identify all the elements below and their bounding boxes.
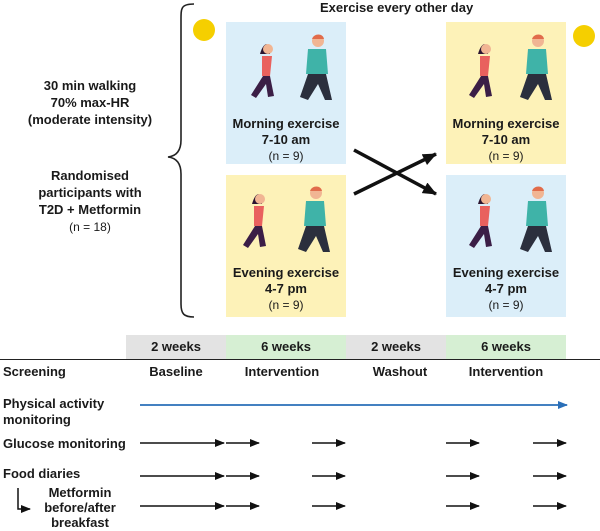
period2-morning-time: 7-10 am [481,132,531,147]
period1-morning-time: 7-10 am [261,132,311,147]
walking-woman-icon [251,44,274,98]
walking-man-icon [300,34,332,100]
protocol-line-3: (moderate intensity) [27,112,153,127]
phase-screening: Screening [3,364,66,379]
measure-physical-activity-line-1: Physical activity [3,396,105,411]
segment-baseline-duration: 2 weeks [126,335,226,359]
sun-icon [573,25,595,47]
period1-evening-title: Evening exercise [232,265,340,280]
crossover-arrow-down [353,148,437,196]
period2-morning-title: Morning exercise [452,116,560,131]
segment-intervention2-duration: 6 weeks [446,335,566,359]
moon-icon [571,175,583,199]
participants-line-2: participants with [38,185,142,200]
walking-woman-icon [469,44,492,98]
participants-n: (n = 18) [69,220,111,234]
period1-morning-title: Morning exercise [232,116,340,131]
segment-intervention1-duration: 6 weeks [226,335,346,359]
protocol-line-1: 30 min walking [43,78,137,93]
phase-intervention-2: Intervention [468,364,544,379]
period1-morning-n: (n = 9) [268,149,304,163]
phase-washout: Washout [372,364,428,379]
period2-evening-n: (n = 9) [488,298,524,312]
participants-line-3: T2D + Metformin [38,202,142,217]
walking-man-icon [298,186,330,252]
phase-intervention-1: Intervention [244,364,320,379]
protocol-line-2: 70% max-HR [50,95,130,110]
crossover-arrow-up [353,152,437,196]
period2-evening-title: Evening exercise [452,265,560,280]
period1-evening-n: (n = 9) [268,298,304,312]
phase-baseline: Baseline [149,364,203,379]
metformin-elbow-arrow [17,488,31,513]
sun-icon [193,19,215,41]
measure-metformin-line-1: Metformin [48,485,112,500]
moon-icon [204,175,216,199]
measure-metformin-line-3: breakfast [51,515,109,530]
measure-metformin-line-2: before/after [44,500,116,515]
measure-physical-activity-line-2: monitoring [3,412,71,427]
measure-food: Food diaries [3,466,81,481]
period2-evening-time: 4-7 pm [485,281,527,296]
period2-morning-n: (n = 9) [488,149,524,163]
period1-evening-time: 4-7 pm [265,281,307,296]
diagram-title: Exercise every other day [320,0,474,15]
walking-woman-icon [469,194,492,248]
participants-line-1: Randomised [50,168,129,183]
segment-washout-duration: 2 weeks [346,335,446,359]
walking-man-icon [520,186,552,252]
walking-woman-icon [243,194,266,248]
grouping-brace [167,3,195,318]
walking-man-icon [520,34,552,100]
measure-glucose: Glucose monitoring [3,436,126,451]
